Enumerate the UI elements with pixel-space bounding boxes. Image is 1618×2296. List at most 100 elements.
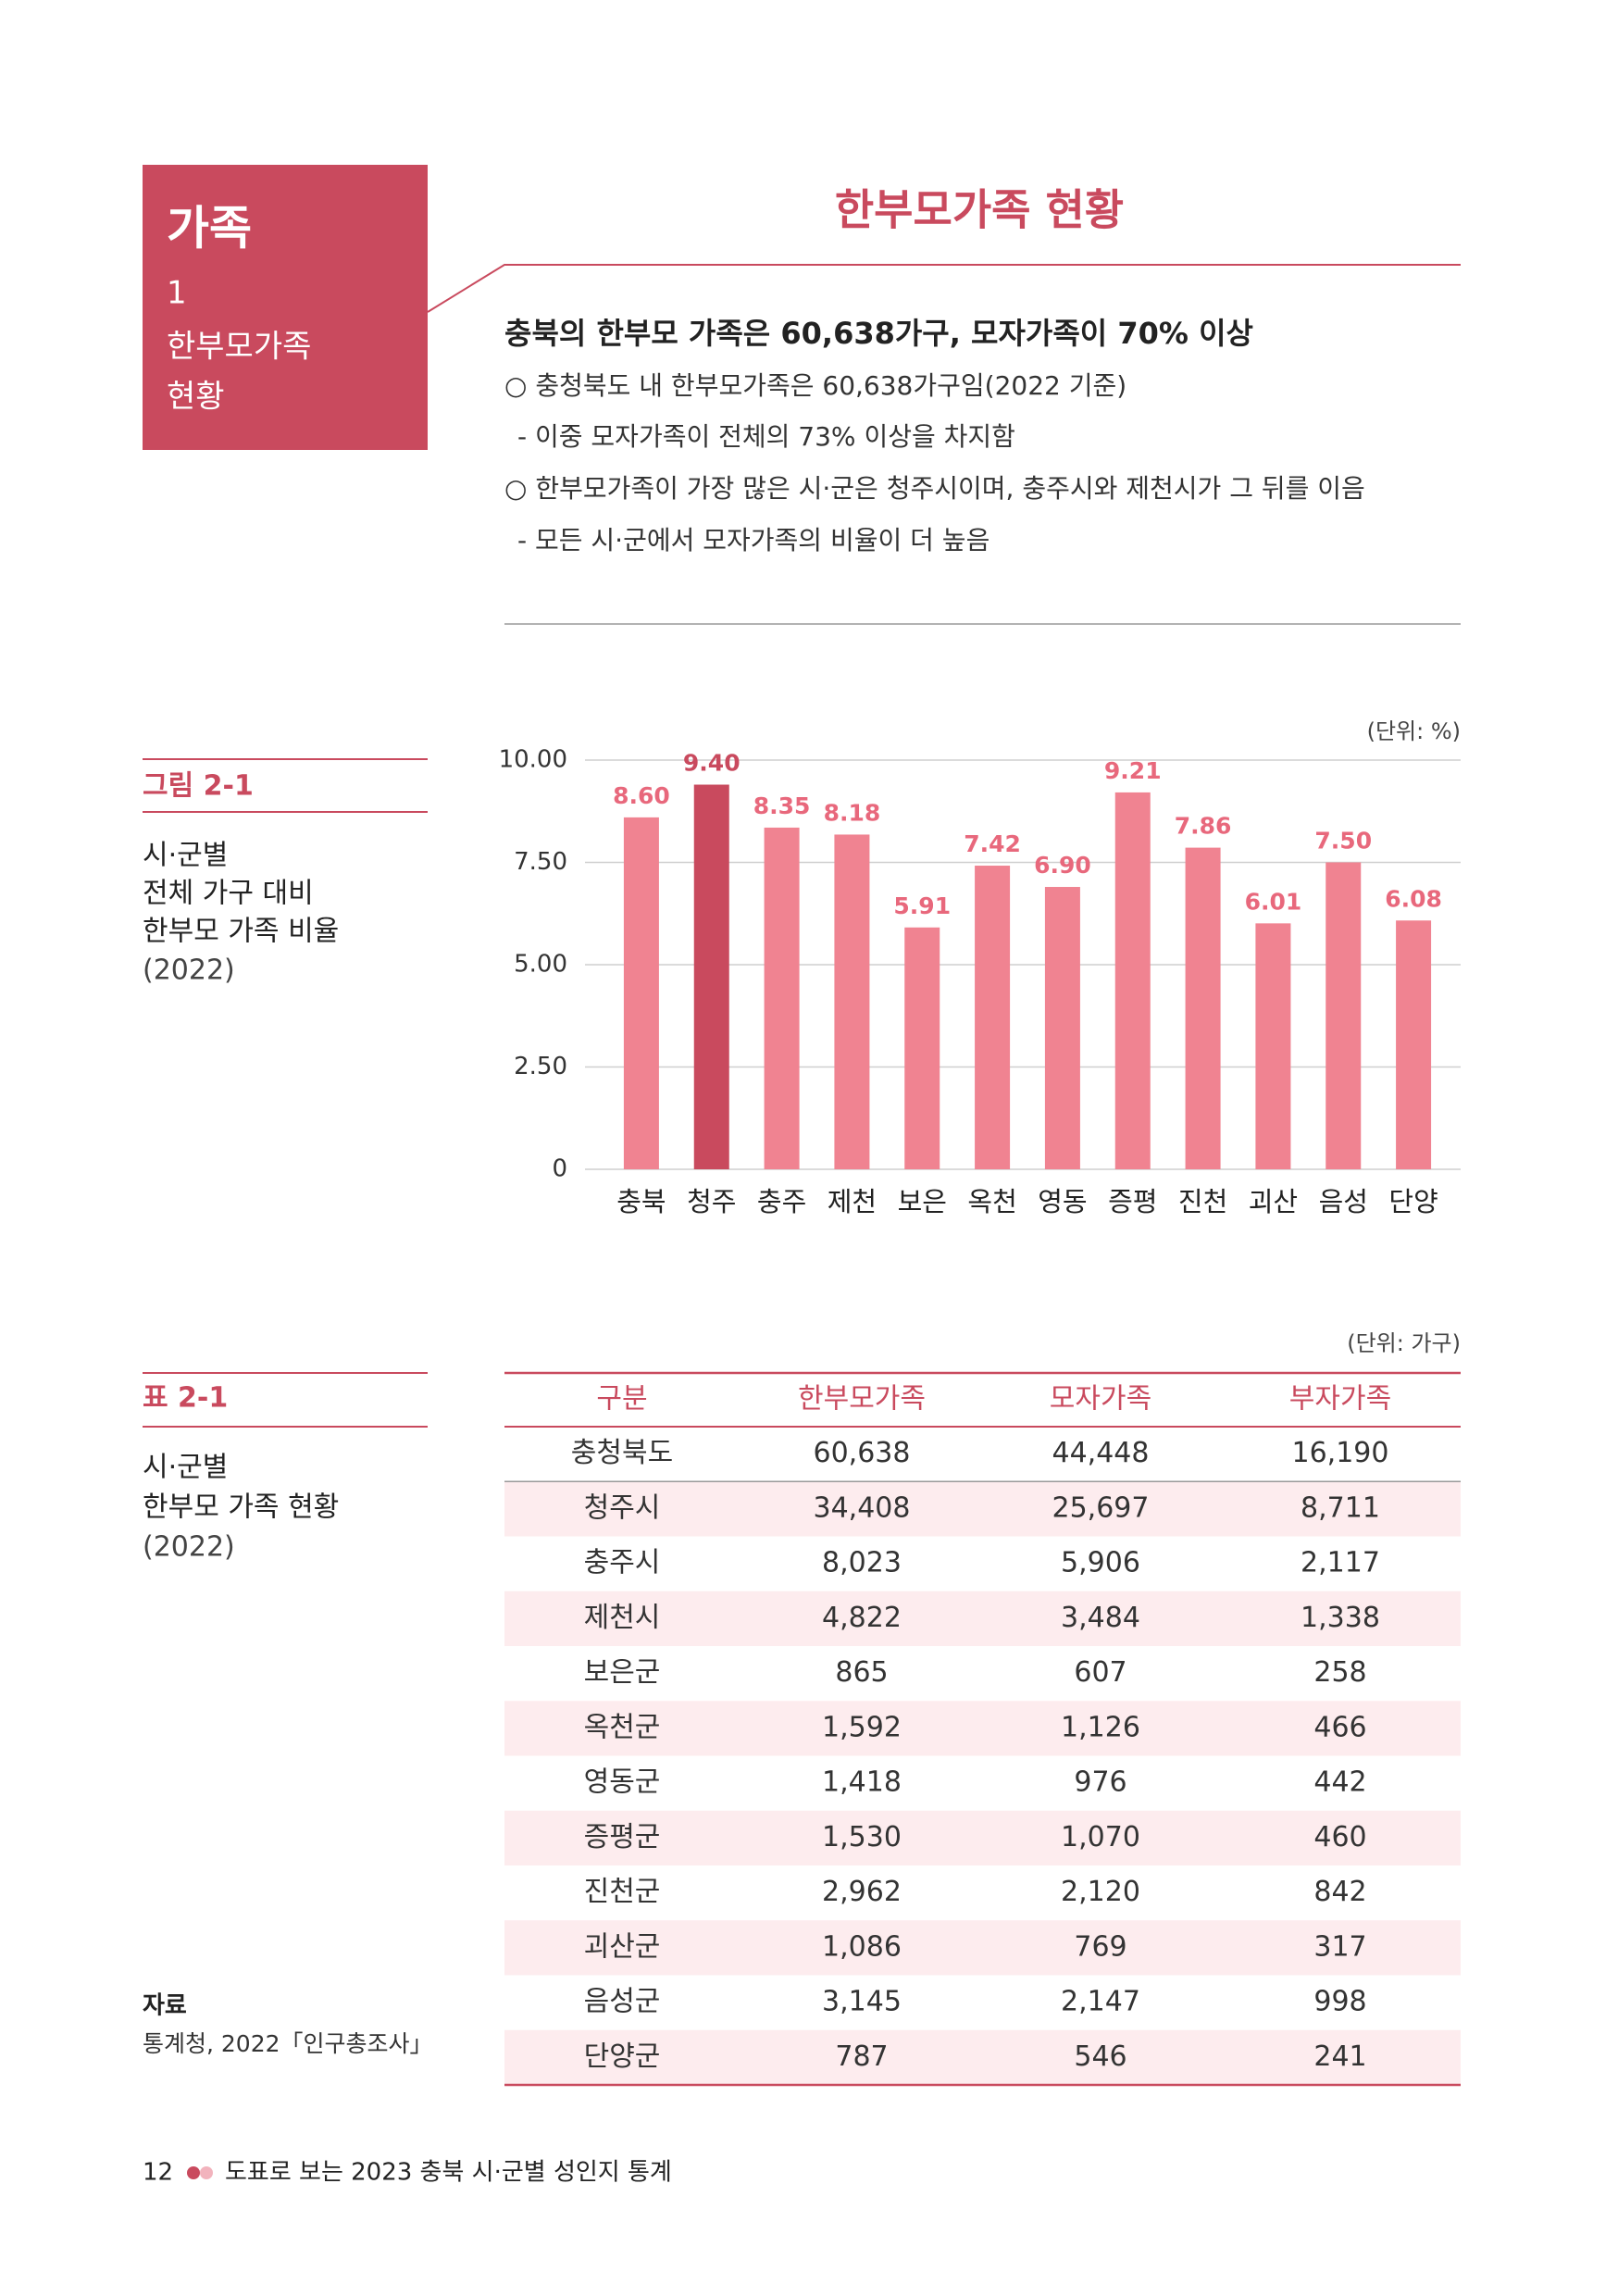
- row-shade: [504, 1920, 1461, 1976]
- table-cell: 괴산군: [584, 1930, 661, 1963]
- x-tick-label: 단양: [1388, 1186, 1438, 1217]
- table-cell: 442: [1313, 1766, 1366, 1799]
- chart: 0 2.50 5.00 7.50 10.00 8.60 충북 9.40 청주 8.35 충주 8.18…: [499, 746, 1461, 1217]
- figure-caption: 시·군별: [143, 840, 228, 872]
- table-cell: 청주시: [584, 1491, 661, 1524]
- table-cell: 2,120: [1061, 1876, 1140, 1908]
- table-cell: 258: [1313, 1656, 1366, 1689]
- y-tick-label: 7.50: [514, 848, 567, 876]
- table-year: (2022): [143, 1531, 235, 1564]
- bar: [1185, 847, 1221, 1169]
- x-tick-label: 음성: [1319, 1186, 1368, 1217]
- x-tick-label: 보은: [898, 1186, 947, 1217]
- table-header: 구분: [596, 1383, 647, 1416]
- table-cell: 진천군: [584, 1876, 661, 1908]
- table-cell: 1,530: [822, 1821, 902, 1853]
- table-cell: 16,190: [1292, 1437, 1389, 1469]
- bar: [975, 866, 1011, 1169]
- table-cell: 충주시: [584, 1547, 661, 1579]
- row-shade: [504, 1481, 1461, 1537]
- table-cell: 충청북도: [571, 1437, 673, 1469]
- table-cell: 60,638: [814, 1437, 911, 1469]
- table-cell: 단양군: [584, 2040, 661, 2073]
- figure-label: 그림 2-1: [143, 770, 254, 803]
- bar: [1326, 862, 1362, 1169]
- table-cell: 2,117: [1301, 1547, 1380, 1579]
- y-tick-label: 2.50: [514, 1053, 567, 1080]
- table-label: 표 2-1: [143, 1382, 228, 1415]
- row-shade: [504, 2029, 1461, 2085]
- figure-year: (2022): [143, 955, 235, 987]
- value-label: 8.35: [753, 792, 811, 819]
- table-cell: 865: [835, 1656, 888, 1689]
- table-cell: 44,448: [1052, 1437, 1150, 1469]
- table-cell: 옥천군: [584, 1711, 661, 1743]
- x-tick-label: 제천: [828, 1186, 877, 1217]
- bullet: - 이중 모자가족이 전체의 73% 이상을 차지함: [517, 421, 1015, 452]
- table-cell: 466: [1313, 1711, 1366, 1743]
- value-label: 6.08: [1385, 885, 1442, 912]
- value-label: 7.50: [1314, 828, 1372, 855]
- x-tick-label: 괴산: [1249, 1186, 1298, 1217]
- bar: [1255, 923, 1291, 1169]
- value-label: 8.60: [613, 782, 670, 809]
- page-title: 한부모가족 현황: [835, 185, 1124, 235]
- table-cell: 1,592: [822, 1711, 902, 1743]
- row-shade: [504, 1591, 1461, 1646]
- table-cell: 제천시: [584, 1602, 661, 1634]
- x-tick-label: 충북: [616, 1186, 666, 1217]
- table-cell: 5,906: [1061, 1547, 1140, 1579]
- x-tick-label: 영동: [1038, 1186, 1087, 1217]
- table-cell: 1,086: [822, 1930, 902, 1963]
- table-cell: 34,408: [814, 1491, 911, 1524]
- footer-dot: [200, 2166, 213, 2179]
- table-caption: 시·군별: [143, 1452, 228, 1484]
- table-cell: 1,126: [1061, 1711, 1140, 1743]
- table-cell: 3,145: [822, 1986, 902, 2018]
- table-cell: 976: [1074, 1766, 1126, 1799]
- section-title: 가족: [167, 202, 252, 256]
- bar: [1396, 920, 1432, 1169]
- table-header: 한부모가족: [798, 1383, 926, 1416]
- bullet: - 모든 시·군에서 모자가족의 비율이 더 높음: [517, 525, 989, 555]
- table-cell: 8,711: [1301, 1491, 1380, 1524]
- section-number: 1: [167, 275, 187, 312]
- y-tick-label: 5.00: [514, 951, 567, 979]
- y-tick-label: 10.00: [499, 746, 567, 774]
- table-cell: 1,338: [1301, 1602, 1380, 1634]
- table-cell: 317: [1313, 1930, 1366, 1963]
- table-cell: 787: [835, 2040, 888, 2073]
- row-shade: [504, 1701, 1461, 1756]
- page-number: 12: [143, 2159, 173, 2187]
- table-cell: 보은군: [584, 1656, 661, 1689]
- table-cell: 음성군: [584, 1986, 661, 2018]
- bar: [1114, 792, 1151, 1169]
- value-label: 9.21: [1104, 757, 1162, 784]
- table-cell: 1,070: [1061, 1821, 1140, 1853]
- table-cell: 증평군: [584, 1821, 661, 1853]
- table-cell: 546: [1074, 2040, 1126, 2073]
- table-cell: 607: [1074, 1656, 1126, 1689]
- footer-text: 도표로 보는 2023 충북 시·군별 성인지 통계: [225, 2159, 672, 2187]
- bar: [764, 827, 800, 1169]
- table-cell: 241: [1313, 2040, 1366, 2073]
- x-tick-label: 옥천: [967, 1186, 1016, 1217]
- title-rule: [427, 264, 1461, 313]
- x-tick-label: 진천: [1178, 1186, 1227, 1217]
- chart-unit: (단위: %): [1367, 718, 1461, 744]
- x-tick-label: 증평: [1108, 1186, 1157, 1217]
- bar: [834, 834, 870, 1169]
- bullet: ○ 한부모가족이 가장 많은 시·군은 청주시이며, 충주시와 제천시가 그 뒤…: [504, 473, 1365, 504]
- value-label: 6.90: [1034, 852, 1091, 879]
- bar: [904, 927, 940, 1169]
- x-tick-label: 충주: [757, 1186, 806, 1217]
- bullet: ○ 충청북도 내 한부모가족은 60,638가구임(2022 기준): [504, 370, 1126, 401]
- value-label: 6.01: [1245, 888, 1302, 915]
- table-cell: 3,484: [1061, 1602, 1140, 1634]
- value-label: 9.40: [683, 750, 741, 777]
- figure-caption: 전체 가구 대비: [143, 878, 314, 910]
- table-header: 모자가족: [1050, 1383, 1151, 1416]
